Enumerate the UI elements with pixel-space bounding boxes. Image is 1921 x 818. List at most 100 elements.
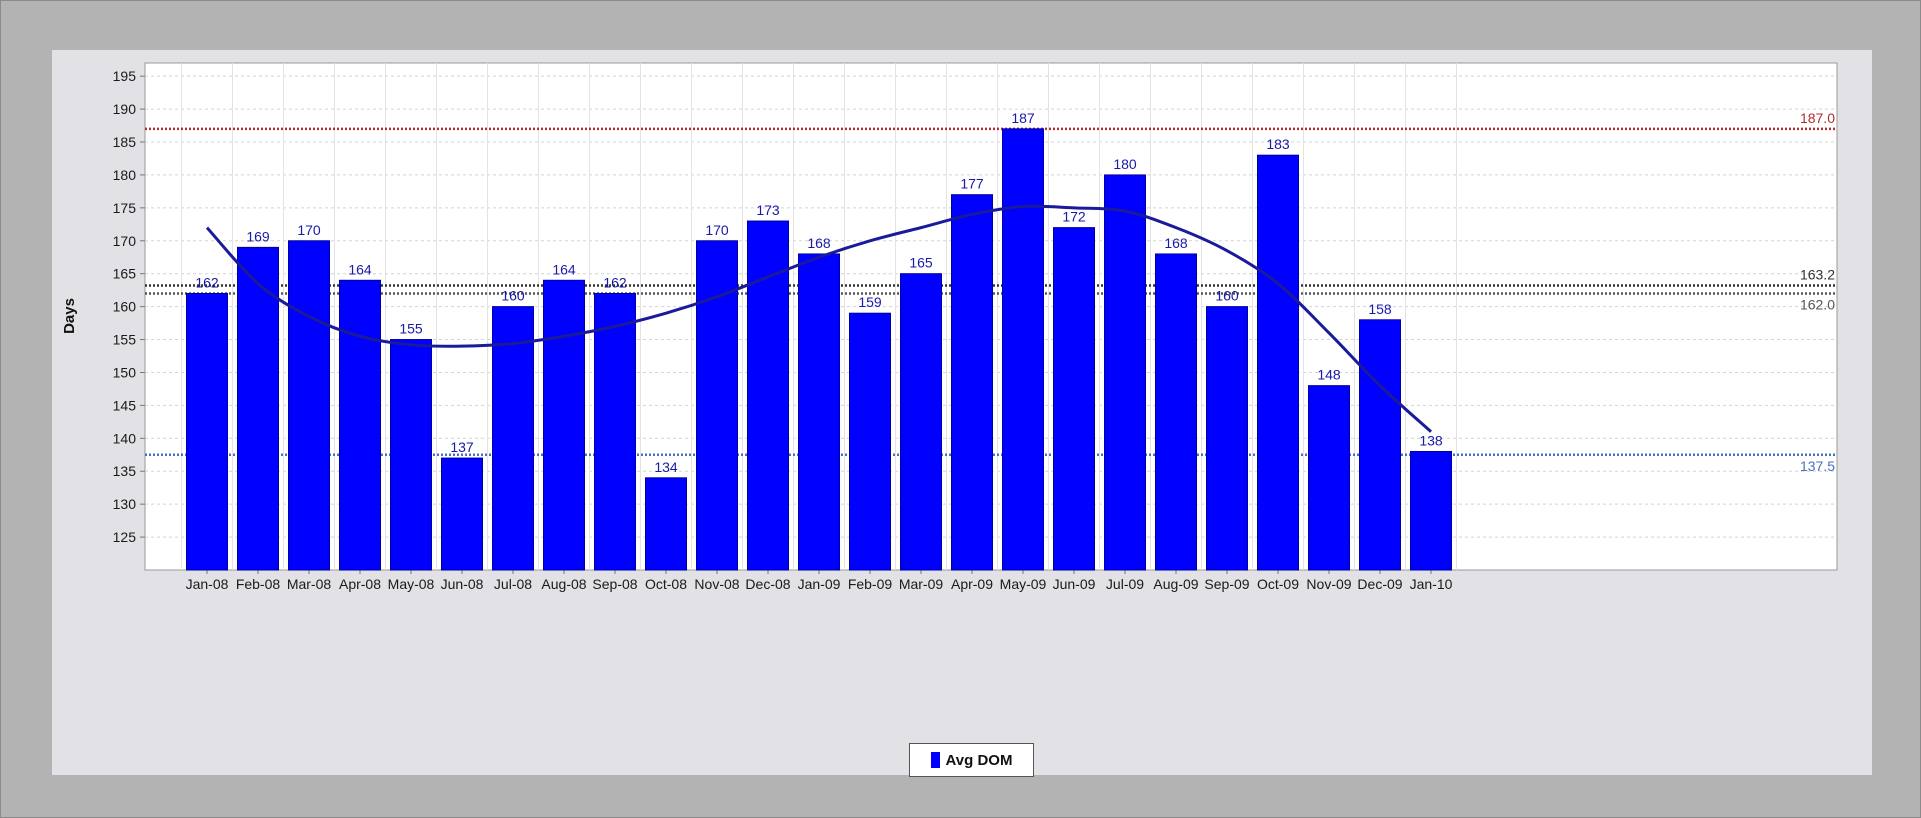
bar-jan-09: [798, 253, 840, 571]
x-tick-label-oct-09: Oct-09: [1257, 576, 1299, 592]
y-tick-label-160: 160: [113, 299, 137, 315]
reference-label-3: 137.5: [1800, 458, 1835, 474]
y-tick-label-170: 170: [113, 233, 137, 249]
bar-label-nov-08: 170: [705, 222, 729, 238]
x-tick-label-feb-09: Feb-09: [848, 576, 893, 592]
bar-apr-08: [339, 279, 381, 571]
bar-label-nov-09: 148: [1317, 367, 1341, 383]
x-tick-label-feb-08: Feb-08: [236, 576, 281, 592]
x-tick-label-jun-08: Jun-08: [441, 576, 484, 592]
x-tick-label-jan-08: Jan-08: [186, 576, 229, 592]
y-tick-label-195: 195: [113, 68, 137, 84]
reference-label-0: 187.0: [1800, 110, 1835, 126]
x-tick-label-oct-08: Oct-08: [645, 576, 687, 592]
bar-may-09: [1002, 128, 1044, 571]
bar-oct-08: [645, 477, 687, 571]
x-tick-label-nov-08: Nov-08: [694, 576, 739, 592]
y-tick-label-155: 155: [113, 332, 137, 348]
reference-label-2: 162.0: [1800, 296, 1835, 312]
bar-label-oct-09: 183: [1266, 136, 1290, 152]
bar-jun-08: [441, 457, 483, 571]
x-tick-label-nov-09: Nov-09: [1306, 576, 1351, 592]
x-tick-label-jan-10: Jan-10: [1410, 576, 1453, 592]
bar-jul-08: [492, 306, 534, 571]
bar-label-dec-08: 173: [756, 202, 780, 218]
legend-label-avg-dom: Avg DOM: [945, 751, 1013, 769]
y-tick-label-150: 150: [113, 364, 137, 380]
legend: Avg DOM: [909, 743, 1034, 777]
x-tick-label-jul-09: Jul-09: [1106, 576, 1144, 592]
bar-label-oct-08: 134: [654, 459, 678, 475]
bar-jan-10: [1410, 450, 1452, 571]
bar-mar-09: [900, 273, 942, 571]
x-tick-label-may-08: May-08: [388, 576, 435, 592]
bar-sep-08: [594, 292, 636, 571]
x-tick-label-jan-09: Jan-09: [798, 576, 841, 592]
bar-label-jul-08: 160: [501, 288, 525, 304]
y-tick-label-135: 135: [113, 463, 137, 479]
bar-feb-08: [237, 246, 279, 571]
x-tick-label-sep-08: Sep-08: [592, 576, 637, 592]
y-axis-title: Days: [61, 298, 78, 334]
x-tick-label-jul-08: Jul-08: [494, 576, 532, 592]
bar-sep-09: [1206, 306, 1248, 571]
x-tick-label-dec-09: Dec-09: [1357, 576, 1402, 592]
bar-dec-08: [747, 220, 789, 571]
x-tick-label-dec-08: Dec-08: [745, 576, 790, 592]
y-tick-label-175: 175: [113, 200, 137, 216]
bar-jun-09: [1053, 227, 1095, 571]
x-tick-label-jun-09: Jun-09: [1053, 576, 1096, 592]
bar-label-mar-08: 170: [297, 222, 321, 238]
bar-nov-08: [696, 240, 738, 571]
bar-dec-09: [1359, 319, 1401, 571]
y-tick-label-125: 125: [113, 529, 137, 545]
reference-label-1: 163.2: [1800, 267, 1835, 283]
bar-label-aug-08: 164: [552, 261, 576, 277]
bar-chart: 125 130 135 140 145 150 155 160 165 170 175 180 185 1…: [61, 62, 1838, 592]
bar-label-sep-09: 160: [1215, 288, 1239, 304]
bar-jul-09: [1104, 174, 1146, 571]
bar-label-jan-10: 138: [1419, 432, 1443, 448]
bar-label-mar-09: 165: [909, 255, 933, 271]
bar-label-jun-08: 137: [450, 439, 474, 455]
bar-label-may-08: 155: [399, 321, 423, 337]
bar-label-jan-09: 168: [807, 235, 831, 251]
trend-line: [205, 204, 1433, 433]
bar-label-feb-08: 169: [246, 228, 270, 244]
x-tick-label-may-09: May-09: [1000, 576, 1047, 592]
x-tick-label-aug-08: Aug-08: [541, 576, 586, 592]
bar-label-apr-08: 164: [348, 261, 372, 277]
bar-oct-09: [1257, 154, 1299, 571]
bar-may-08: [390, 339, 432, 571]
bar-feb-09: [849, 312, 891, 571]
x-tick-label-mar-08: Mar-08: [287, 576, 332, 592]
bar-label-sep-08: 162: [603, 274, 627, 290]
y-tick-label-185: 185: [113, 134, 137, 150]
bar-mar-08: [288, 240, 330, 571]
x-tick-label-aug-09: Aug-09: [1153, 576, 1198, 592]
bar-label-jul-09: 180: [1113, 156, 1137, 172]
x-tick-label-apr-08: Apr-08: [339, 576, 381, 592]
x-tick-label-sep-09: Sep-09: [1204, 576, 1249, 592]
bar-aug-08: [543, 279, 585, 571]
y-tick-label-130: 130: [113, 496, 137, 512]
bar-label-apr-09: 177: [960, 176, 984, 192]
y-tick-label-140: 140: [113, 430, 137, 446]
bar-label-aug-09: 168: [1164, 235, 1188, 251]
y-tick-label-190: 190: [113, 101, 137, 117]
bar-nov-09: [1308, 385, 1350, 571]
y-tick-label-180: 180: [113, 167, 137, 183]
bar-label-may-09: 187: [1011, 110, 1035, 126]
bar-label-jun-09: 172: [1062, 209, 1086, 225]
trend-line-group: [205, 204, 1433, 433]
chart-panel: 125 130 135 140 145 150 155 160 165 170 175 180 185 1…: [52, 50, 1872, 777]
labels: 125 130 135 140 145 150 155 160 165 170 175 180 185 1…: [113, 68, 1836, 592]
bars: [186, 128, 1452, 571]
bar-label-jan-08: 162: [195, 274, 219, 290]
bar-apr-09: [951, 194, 993, 571]
legend-swatch-avg-dom: [930, 752, 940, 768]
bar-jan-08: [186, 292, 228, 571]
bar-label-feb-09: 159: [858, 294, 882, 310]
bar-label-dec-09: 158: [1368, 301, 1392, 317]
bar-aug-09: [1155, 253, 1197, 571]
